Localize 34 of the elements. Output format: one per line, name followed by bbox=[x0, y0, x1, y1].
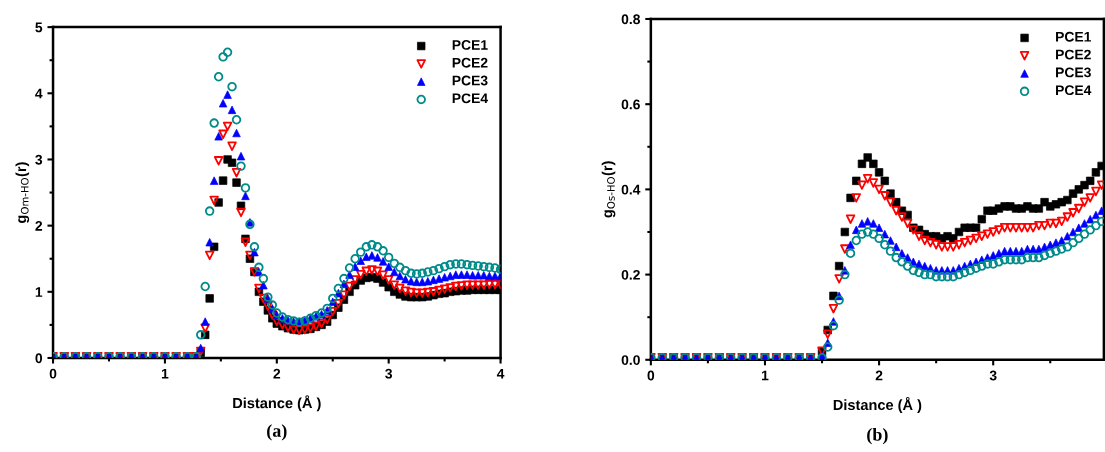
x-tick-label: 1 bbox=[761, 370, 769, 381]
x-tick-label: 0 bbox=[647, 370, 655, 381]
y-tick-label: 0.6 bbox=[621, 99, 640, 110]
x-tick-label: 3 bbox=[989, 370, 997, 381]
y-tick-label: 0.8 bbox=[621, 14, 640, 25]
legend-label: PCE4 bbox=[1056, 85, 1092, 96]
y-axis-title: g$_{Om-HO}$(r) bbox=[15, 162, 30, 224]
x-tick-label: 3 bbox=[385, 368, 393, 379]
y-tick-label: 0 bbox=[35, 353, 43, 364]
y-tick-label: 5 bbox=[35, 22, 43, 33]
legend-label: PCE2 bbox=[452, 57, 488, 68]
x-tick-label: 2 bbox=[875, 370, 883, 381]
y-tick-label: 0.0 bbox=[621, 355, 640, 365]
x-tick-label: 2 bbox=[273, 368, 281, 379]
x-axis-title: Distance (Å ) bbox=[233, 395, 321, 412]
y-tick-label: 3 bbox=[35, 154, 43, 165]
y-axis-title: g$_{Os-HO}$(r) bbox=[601, 161, 616, 218]
y-tick-label: 2 bbox=[35, 220, 43, 231]
y-tick-label: 0.2 bbox=[621, 269, 640, 280]
legend-label: PCE3 bbox=[452, 75, 488, 86]
y-tick-label: 0.4 bbox=[621, 184, 641, 195]
x-tick-label: 0 bbox=[49, 368, 57, 379]
text: (a) bbox=[267, 424, 287, 441]
x-axis-title: Distance (Å ) bbox=[833, 397, 922, 413]
x-tick-label: 1 bbox=[161, 368, 169, 379]
text: (b) bbox=[867, 427, 888, 445]
y-tick-label: 1 bbox=[35, 287, 43, 297]
x-tick-label: 4 bbox=[496, 368, 505, 379]
legend-label: PCE1 bbox=[1056, 31, 1092, 42]
legend-label: PCE2 bbox=[1056, 49, 1091, 60]
legend-label: PCE1 bbox=[452, 39, 488, 50]
legend-label: PCE3 bbox=[1056, 67, 1091, 78]
y-tick-label: 4 bbox=[35, 88, 43, 99]
legend-label: PCE4 bbox=[452, 93, 488, 104]
